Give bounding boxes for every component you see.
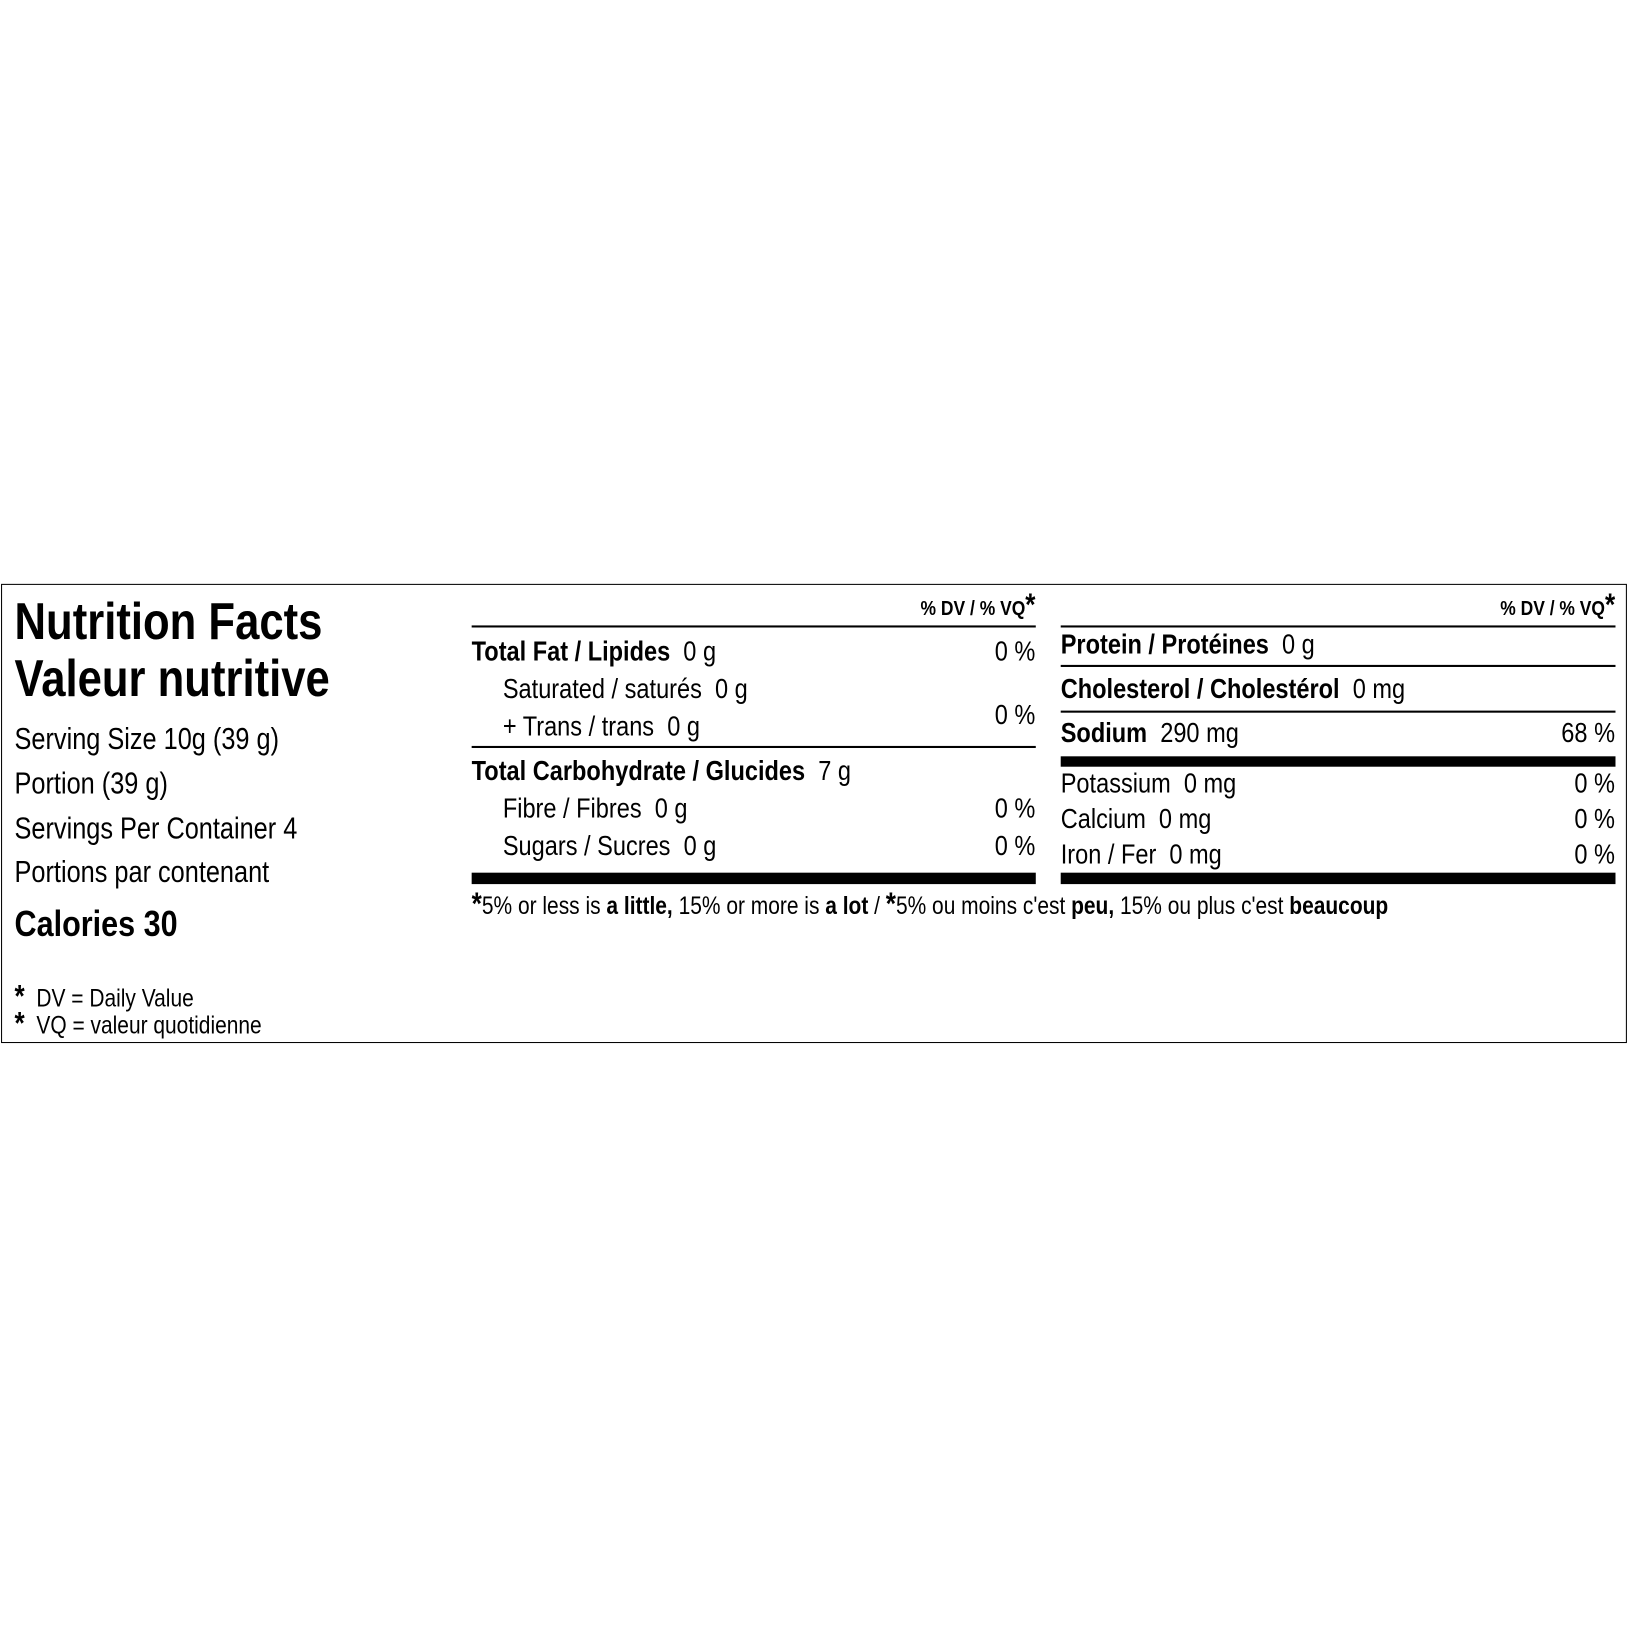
label: Total Carbohydrate / Glucides (471, 755, 806, 787)
sodium-dv: 68 % (1561, 716, 1616, 749)
label: Total Fat / Lipides (471, 635, 671, 667)
label: Sugars / Sucres (502, 830, 671, 862)
amount: 0 mg (1169, 838, 1222, 870)
total-carb-row: Total Carbohydrate / Glucides 7 g (472, 757, 851, 785)
amount: 290 mg (1160, 716, 1239, 749)
title-fr: Valeur nutritive (14, 649, 330, 708)
fibre-dv: 0 % (995, 792, 1036, 824)
thick-bar (1060, 756, 1616, 767)
sugars-row: Sugars / Sucres 0 g (503, 832, 717, 860)
cholesterol-row: Cholesterol / Cholestérol 0 mg (1061, 675, 1405, 703)
thick-bar (471, 872, 1036, 885)
calcium-dv: 0 % (1574, 803, 1616, 835)
trans-row: + Trans / trans 0 g (502, 710, 700, 742)
saturated-row: Saturated / saturés 0 g (503, 675, 748, 703)
note-text: / (868, 892, 886, 921)
label: Sodium (1060, 716, 1148, 749)
potassium-dv: 0 % (1574, 767, 1616, 799)
amount: 0 g (654, 792, 688, 824)
label: Iron / Fer (1060, 838, 1157, 870)
amount: 0 mg (1183, 767, 1237, 799)
fibre-row: Fibre / Fibres 0 g (502, 792, 688, 824)
dv-header-middle: % DV / % VQ* (921, 590, 1036, 621)
protein-row: Protein / Protéines 0 g (1060, 628, 1315, 660)
divider (1060, 664, 1616, 667)
asterisk-icon: * (14, 1006, 25, 1041)
sodium-row: Sodium 290 mg (1060, 716, 1239, 749)
note-text: 15% ou plus c'est (1114, 892, 1290, 921)
divider (1060, 710, 1616, 713)
footnote-dv-text: DV = Daily Value (36, 984, 194, 1013)
note-text: 15% or more is (672, 892, 826, 921)
note-bold: peu, (1071, 892, 1115, 921)
footnote-vq: * VQ = valeur quotidienne (14, 1006, 262, 1041)
servings-per-container: Servings Per Container 4 (14, 812, 298, 846)
note-text: 5% or less is (481, 892, 607, 921)
amount: 0 g (715, 673, 748, 705)
divider (471, 745, 1036, 749)
calories-value: 30 (143, 903, 178, 945)
iron-row: Iron / Fer 0 mg (1061, 840, 1222, 868)
potassium-row: Potassium 0 mg (1060, 767, 1237, 799)
amount: 0 mg (1158, 803, 1212, 835)
asterisk-icon: * (1605, 588, 1616, 623)
dv-header-text: % DV / % VQ (1500, 597, 1606, 621)
portion: Portion (39 g) (14, 767, 168, 801)
label: Potassium (1060, 767, 1171, 799)
total-fat-dv: 0 % (995, 635, 1036, 667)
amount: 7 g (818, 755, 851, 787)
calories-label: Calories (14, 903, 136, 945)
thick-bar (1060, 872, 1616, 885)
portions-par-contenant: Portions par contenant (14, 856, 270, 890)
amount: 0 mg (1352, 673, 1406, 705)
note-bold: a lot (825, 892, 869, 921)
asterisk-icon: * (1025, 588, 1036, 623)
label: Fibre / Fibres (502, 792, 642, 824)
divider (471, 625, 1036, 628)
sugars-dv: 0 % (995, 830, 1036, 862)
asterisk-icon: * (885, 887, 896, 922)
note-bold: beaucoup (1289, 892, 1389, 921)
label: + Trans / trans (502, 710, 655, 742)
amount: 0 g (683, 830, 717, 862)
dv-note: *5% or less is a little, 15% or more is … (472, 889, 1389, 920)
calcium-row: Calcium 0 mg (1061, 805, 1212, 833)
amount: 0 g (1282, 628, 1315, 660)
asterisk-icon: * (471, 887, 482, 922)
label: Cholesterol / Cholestérol (1060, 673, 1340, 705)
amount: 0 g (667, 710, 700, 742)
total-fat-row: Total Fat / Lipides 0 g (471, 635, 717, 667)
amount: 0 g (683, 635, 717, 667)
serving-size: Serving Size 10g (39 g) (14, 723, 280, 757)
footnote-vq-text: VQ = valeur quotidienne (36, 1011, 262, 1040)
dv-header-right: % DV / % VQ* (1501, 590, 1616, 621)
label: Protein / Protéines (1060, 628, 1269, 660)
sat-trans-dv: 0 % (995, 699, 1036, 731)
note-bold: a little, (606, 892, 673, 921)
label: Calcium (1060, 803, 1146, 835)
label-border (1, 583, 1627, 1044)
note-text: 5% ou moins c'est (895, 892, 1072, 921)
footnote-dv: * DV = Daily Value (14, 979, 194, 1014)
divider (1060, 625, 1616, 628)
calories: Calories 30 (15, 906, 178, 942)
asterisk-icon: * (14, 979, 25, 1014)
title-en: Nutrition Facts (14, 592, 323, 651)
label: Saturated / saturés (502, 673, 702, 705)
iron-dv: 0 % (1574, 838, 1616, 870)
dv-header-text: % DV / % VQ (920, 597, 1026, 621)
